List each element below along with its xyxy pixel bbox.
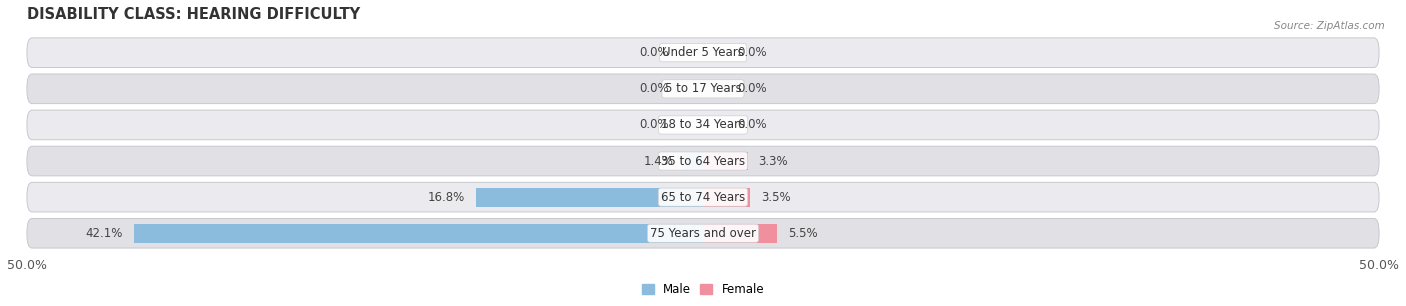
Text: 0.0%: 0.0% [640, 118, 669, 131]
Text: 3.3%: 3.3% [758, 155, 787, 167]
Text: 16.8%: 16.8% [427, 191, 465, 204]
FancyBboxPatch shape [27, 182, 1379, 212]
Text: Source: ZipAtlas.com: Source: ZipAtlas.com [1274, 21, 1385, 32]
Text: 0.0%: 0.0% [640, 46, 669, 59]
Text: 5 to 17 Years: 5 to 17 Years [665, 82, 741, 95]
Bar [703, 152, 748, 170]
FancyBboxPatch shape [27, 146, 1379, 176]
Text: 0.0%: 0.0% [737, 82, 766, 95]
FancyBboxPatch shape [27, 38, 1379, 68]
Bar [685, 152, 703, 170]
Text: Under 5 Years: Under 5 Years [662, 46, 744, 59]
FancyBboxPatch shape [27, 218, 1379, 248]
Text: 75 Years and over: 75 Years and over [650, 227, 756, 240]
Text: 18 to 34 Years: 18 to 34 Years [661, 118, 745, 131]
Text: 42.1%: 42.1% [86, 227, 122, 240]
Text: 1.4%: 1.4% [644, 155, 673, 167]
FancyBboxPatch shape [27, 110, 1379, 140]
Text: 0.0%: 0.0% [640, 82, 669, 95]
FancyBboxPatch shape [27, 74, 1379, 104]
Bar [703, 188, 751, 207]
Bar [475, 188, 703, 207]
Text: 0.0%: 0.0% [737, 118, 766, 131]
Legend: Male, Female: Male, Female [641, 283, 765, 296]
Text: 5.5%: 5.5% [789, 227, 818, 240]
Text: 65 to 74 Years: 65 to 74 Years [661, 191, 745, 204]
Bar [134, 224, 703, 243]
Text: 35 to 64 Years: 35 to 64 Years [661, 155, 745, 167]
Text: DISABILITY CLASS: HEARING DIFFICULTY: DISABILITY CLASS: HEARING DIFFICULTY [27, 7, 360, 22]
Bar [703, 224, 778, 243]
Text: 0.0%: 0.0% [737, 46, 766, 59]
Text: 3.5%: 3.5% [761, 191, 790, 204]
